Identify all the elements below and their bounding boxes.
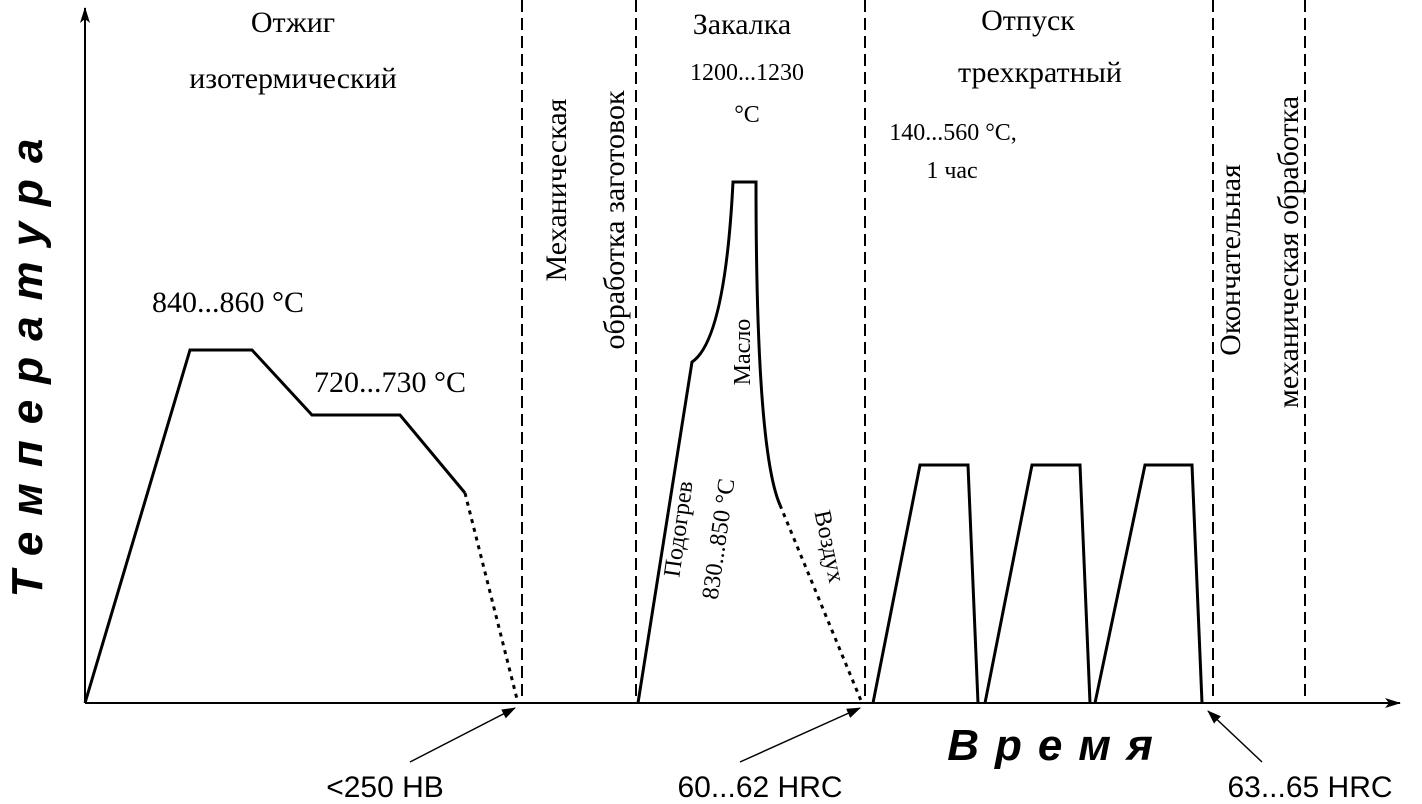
stage-title: обработка заготовок	[598, 90, 631, 349]
quench-curve	[636, 180, 782, 704]
temp-label: 140...560 °C,	[889, 120, 1017, 146]
stage-title: Окончательная	[1214, 164, 1247, 356]
temper-cycle	[983, 463, 1092, 704]
medium-label: Масло	[730, 319, 756, 386]
stage-title: Закалка	[693, 8, 791, 41]
x-axis-title: Время	[947, 721, 1169, 770]
hardness-label: 60...62 HRC	[677, 771, 842, 804]
hardness-label: 63...65 HRC	[1227, 771, 1392, 804]
temper-cycle	[871, 463, 980, 704]
stage-title: изотермический	[189, 62, 397, 95]
hardness-label: <250 HB	[326, 771, 444, 804]
temp-label: 1 час	[926, 158, 977, 184]
arrow	[1207, 710, 1263, 763]
temp-label: 1200...1230	[690, 60, 804, 86]
arrow	[739, 707, 861, 763]
temp-label: 840...860 °C	[152, 286, 304, 319]
temper-cycle	[1093, 463, 1204, 704]
annealing-curve	[83, 348, 467, 704]
medium-label: Воздух	[809, 508, 850, 585]
stage-title: Механическая	[540, 98, 573, 281]
temp-label: 720...730 °C	[314, 366, 466, 399]
y-axis-title: Температура	[3, 123, 52, 598]
preheat-label: 830...850 °C	[698, 477, 741, 601]
cooling-dotted	[463, 492, 520, 704]
preheat-label: Подогрев	[659, 479, 698, 578]
arrow	[409, 707, 516, 763]
stage-title: механическая обработка	[1272, 96, 1305, 408]
stage-title: Отпуск	[981, 4, 1075, 37]
stage-title: трехкратный	[958, 56, 1122, 89]
stage-title: Отжиг	[251, 6, 335, 39]
temp-label: °C	[734, 102, 760, 128]
